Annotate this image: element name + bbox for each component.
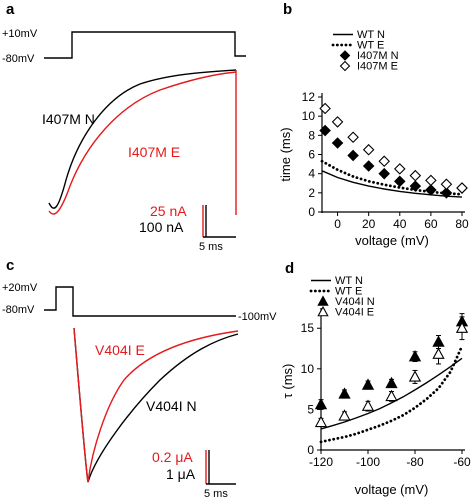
legend-swatch	[339, 60, 351, 72]
protocol-a-high-label: +10mV	[2, 28, 38, 40]
scale-c-red-label: 0.2 μA	[152, 449, 193, 465]
data-point	[408, 349, 422, 362]
protocol-a-waveform	[44, 31, 246, 59]
x-tick-label: -120	[309, 455, 333, 469]
data-point	[361, 378, 375, 390]
data-point	[378, 155, 390, 167]
scale-c-black-label: 1 μA	[166, 466, 196, 482]
data-point	[409, 180, 422, 192]
y-tick-label: 5	[307, 402, 314, 416]
y-tick-label: 0	[308, 205, 315, 219]
data-point	[425, 184, 437, 196]
panel-label-d: d	[285, 260, 294, 277]
data-point	[314, 397, 328, 410]
trace-i407m-n	[48, 69, 237, 209]
data-point	[361, 399, 375, 411]
protocol-a-low-label: -80mV	[2, 53, 35, 65]
legend-entry: V404I N	[335, 296, 375, 308]
series-line	[319, 344, 464, 444]
y-tick-label: 4	[308, 167, 315, 181]
x-tick-label: -60	[453, 455, 471, 469]
x-tick-label: 20	[362, 217, 376, 231]
y-tick-label: 6	[308, 148, 315, 162]
data-point	[319, 102, 331, 115]
legend-entry: WT N	[335, 275, 363, 287]
trace-label-v404i-n: V404I N	[146, 398, 197, 414]
legend-entry: I407M E	[357, 61, 398, 73]
x-tick-label: 0	[334, 217, 341, 231]
scale-a-red-label: 25 nA	[150, 203, 187, 219]
data-point	[338, 387, 351, 399]
x-axis-label: voltage (mV)	[355, 233, 429, 248]
protocol-c-low-label: -80mV	[2, 304, 35, 316]
x-axis-label: voltage (mV)	[355, 482, 429, 497]
data-point	[394, 163, 406, 175]
y-tick-label: 10	[302, 109, 316, 123]
legend-entry: I407M N	[357, 50, 399, 62]
data-point	[362, 160, 375, 172]
y-axis-label: τ (ms)	[280, 364, 295, 399]
data-point	[314, 415, 328, 428]
protocol-c-high-label: +20mV	[2, 282, 38, 294]
y-tick-label: 12	[302, 90, 316, 104]
protocol-c-waveform	[44, 286, 236, 317]
y-axis-label: time (ms)	[278, 127, 293, 181]
chart-d: -120 -100 -80 -60 0 5 10 15 voltage (mV) τ (ms) WT…	[280, 275, 471, 497]
trace-label-i407m-e: I407M E	[128, 144, 180, 160]
data-point	[409, 169, 422, 182]
series-line	[321, 170, 463, 198]
data-point	[385, 389, 398, 402]
y-tick-label: 2	[308, 186, 315, 200]
legend-entry: WT E	[335, 286, 362, 298]
scale-c-time-label: 5 ms	[204, 488, 228, 500]
protocol-c-tail-label: -100mV	[238, 311, 277, 323]
trace-label-v404i-e: V404I E	[95, 342, 145, 358]
data-point	[440, 187, 453, 199]
y-tick-label: 8	[308, 128, 315, 142]
legend-swatch	[339, 50, 351, 61]
trace-label-i407m-n: I407M N	[42, 111, 95, 127]
data-point	[394, 175, 406, 188]
data-point	[455, 321, 469, 333]
y-tick-label: 15	[301, 321, 315, 335]
data-point	[440, 178, 453, 190]
scale-a-black-label: 100 nA	[139, 219, 184, 235]
data-point	[378, 167, 390, 180]
x-tick-label: 80	[455, 217, 469, 231]
data-point	[347, 149, 359, 162]
data-point	[338, 409, 351, 421]
data-point	[385, 376, 398, 389]
legend-swatch	[317, 295, 329, 306]
x-tick-label: -100	[356, 455, 380, 469]
y-tick-label: 10	[301, 362, 315, 376]
legend-entry: WT N	[357, 29, 385, 41]
y-tick-label: 0	[307, 443, 314, 457]
series-line	[320, 357, 463, 430]
series-line	[320, 159, 464, 196]
data-point	[319, 124, 331, 137]
x-tick-label: 60	[424, 217, 438, 231]
data-point	[347, 131, 359, 144]
scale-a-time-label: 5 ms	[199, 241, 223, 253]
data-point	[425, 174, 437, 187]
chart-b: 0 20 40 60 80 0 2 4 6 8 10 12 voltage (mV) time (ms) W…	[278, 29, 469, 248]
legend-swatch	[317, 305, 329, 317]
legend-entry: WT E	[357, 40, 384, 52]
panel-label-c: c	[6, 257, 14, 274]
x-tick-label: 40	[393, 217, 407, 231]
panel-label-b: b	[283, 1, 292, 18]
panel-label-a: a	[6, 1, 15, 18]
data-point	[362, 143, 375, 156]
legend-entry: V404I E	[335, 307, 374, 319]
data-point	[456, 182, 468, 194]
data-point	[331, 116, 344, 128]
data-point	[331, 137, 344, 149]
data-point	[432, 347, 445, 359]
trace-i407m-e	[48, 71, 237, 215]
trace-v404i-e	[73, 327, 239, 483]
data-point	[408, 370, 422, 382]
x-tick-label: -80	[406, 455, 424, 469]
